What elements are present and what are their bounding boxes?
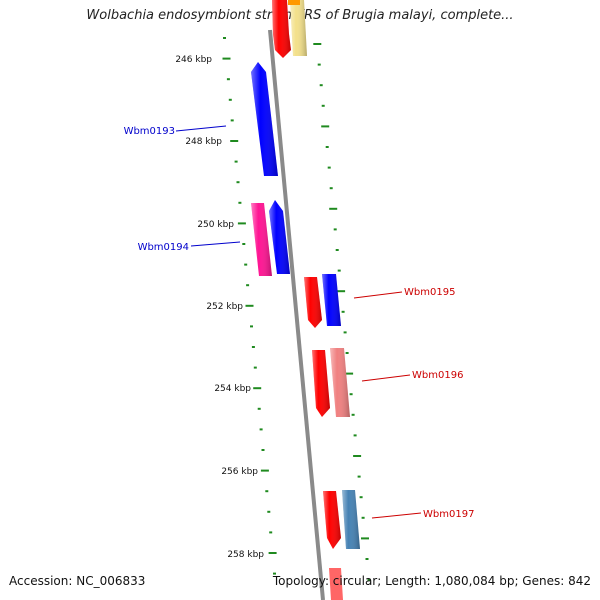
callout-line-wbm0195 [353,291,403,299]
scale-label-254: 254 kbp [214,384,251,394]
scale-label-248: 248 kbp [185,137,222,147]
scale-label-250: 250 kbp [197,220,234,230]
gene-label-wbm0195[interactable]: Wbm0195 [404,287,455,298]
gene-feature-magenta-shade [251,203,272,276]
gene-callouts: Wbm0193 Wbm0194 Wbm0195 Wbm0196 Wbm0197 [124,125,474,520]
scale-label-246: 246 kbp [175,55,212,65]
gene-label-wbm0196[interactable]: Wbm0196 [412,370,463,381]
gene-feature-red-b-shade [312,350,330,417]
scale-label-258: 258 kbp [227,550,264,560]
gene-feature-top-yellow-shade [290,0,307,56]
left-scale-ticks [222,37,277,575]
gene-feature-bottom-pink[interactable] [329,568,343,600]
callout-line-wbm0194 [190,241,241,247]
gene-feature-wbm0194-shade [269,200,290,274]
gene-feature-red-a-shade [304,277,322,328]
gene-label-wbm0193[interactable]: Wbm0193 [124,126,175,137]
gene-feature-top-red-shade [272,0,291,58]
right-scale-ticks [313,43,371,581]
gene-feature-top-orange[interactable] [288,0,300,5]
callout-line-wbm0197 [371,512,422,519]
gene-feature-red-c-shade [323,491,341,549]
gene-label-wbm0197[interactable]: Wbm0197 [423,509,474,520]
genome-stats-label: Topology: circular; Length: 1,080,084 bp… [272,574,591,588]
gene-feature-wbm0197-shade [342,490,360,549]
gene-feature-wbm0196-shade [330,348,350,417]
callout-line-wbm0193 [175,125,227,132]
scale-label-252: 252 kbp [206,302,243,312]
gene-features [251,0,360,600]
genome-backbone [268,29,325,600]
gene-label-wbm0194[interactable]: Wbm0194 [138,242,189,253]
gene-feature-wbm0193-shade [251,62,278,176]
gene-feature-wbm0195-shade [322,274,341,326]
accession-label: Accession: NC_006833 [9,574,146,588]
scale-label-256: 256 kbp [221,467,258,477]
scale-labels: 246 kbp 248 kbp 250 kbp 252 kbp 254 kbp … [175,55,264,560]
callout-line-wbm0196 [361,374,411,382]
